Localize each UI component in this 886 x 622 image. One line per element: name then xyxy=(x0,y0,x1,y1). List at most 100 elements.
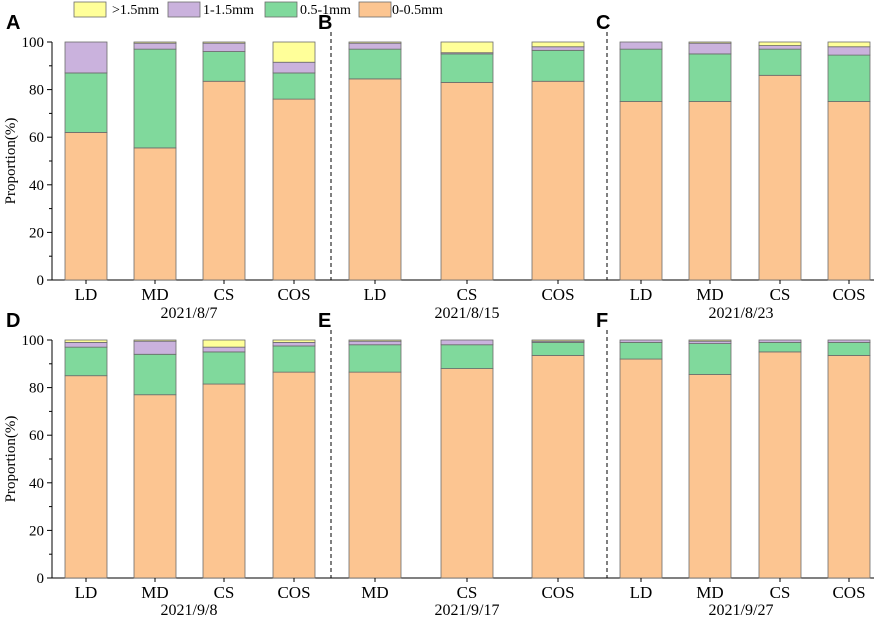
bar-segment-0-5-1mm xyxy=(531,49,585,82)
y-tick-label: 0 xyxy=(37,273,45,289)
y-tick-label: 80 xyxy=(29,83,44,99)
bar-segment-1-1-5mm xyxy=(133,42,177,50)
y-axis-title: Proportion(%) xyxy=(3,416,19,503)
bar-segment-1-1-5mm xyxy=(348,42,402,50)
bar-segment--1-5mm xyxy=(531,339,585,342)
bar-segment-1-1-5mm xyxy=(619,339,663,343)
bar-segment-0-5-1mm xyxy=(440,344,494,369)
y-tick-label: 40 xyxy=(29,476,44,492)
bar-segment-0-5-1mm xyxy=(827,341,871,356)
bar-segment-0-5-1mm xyxy=(348,344,402,373)
x-category-label: COS xyxy=(277,583,310,602)
x-category-label: LD xyxy=(75,285,98,304)
bar-segment--1-5mm xyxy=(202,41,246,44)
bar-segment-0-0-5mm xyxy=(202,383,246,579)
date-label: 2021/8/23 xyxy=(709,305,774,322)
legend-label: >1.5mm xyxy=(112,3,159,18)
bar-segment--1-5mm xyxy=(531,41,585,48)
y-tick-label: 20 xyxy=(29,523,44,539)
x-category-label: LD xyxy=(364,285,387,304)
bar-segment--1-5mm xyxy=(827,41,871,48)
x-category-label: LD xyxy=(630,583,653,602)
bar-segment-1-1-5mm xyxy=(272,341,316,347)
bar-segment--1-5mm xyxy=(133,41,177,44)
bar-segment-0-0-5mm xyxy=(619,358,663,579)
x-category-label: CS xyxy=(457,583,478,602)
x-category-label: COS xyxy=(832,583,865,602)
bar-segment-1-1-5mm xyxy=(64,41,108,74)
bar-segment-0-0-5mm xyxy=(619,101,663,281)
bar-segment-0-5-1mm xyxy=(348,48,402,80)
bar-segment-0-0-5mm xyxy=(348,371,402,579)
legend-label: 0.5-1mm xyxy=(300,3,351,18)
panel-letter-a: A xyxy=(6,12,20,34)
y-tick-label: 20 xyxy=(29,225,44,241)
date-label: 2021/9/8 xyxy=(161,602,218,617)
legend-swatch xyxy=(73,1,107,18)
bar-segment-1-1-5mm xyxy=(758,45,802,50)
legend-swatch xyxy=(167,1,201,18)
x-category-label: CS xyxy=(770,583,791,602)
bar-segment-1-1-5mm xyxy=(758,339,802,343)
panel-letter-e: E xyxy=(318,310,331,332)
y-tick-label: 80 xyxy=(29,381,44,397)
bar-segment-0-0-5mm xyxy=(688,374,732,579)
y-axis-title: Proportion(%) xyxy=(3,118,19,205)
legend-swatch xyxy=(264,1,298,18)
bar-segment-0-0-5mm xyxy=(272,98,316,281)
bar-segment-0-5-1mm xyxy=(64,72,108,133)
bar-segment-0-5-1mm xyxy=(272,345,316,373)
bar-segment--1-5mm xyxy=(440,41,494,54)
bar-segment-0-5-1mm xyxy=(202,351,246,385)
bar-segment-0-0-5mm xyxy=(827,101,871,281)
bar-segment-0-0-5mm xyxy=(202,80,246,281)
y-tick-label: 40 xyxy=(29,178,44,194)
bar-segment-0-0-5mm xyxy=(133,394,177,579)
bar-segment-0-0-5mm xyxy=(688,101,732,281)
bar-segment-0-5-1mm xyxy=(688,343,732,375)
bar-segment--1-5mm xyxy=(202,339,246,348)
x-category-label: MD xyxy=(696,583,723,602)
bar-segment-1-1-5mm xyxy=(619,41,663,50)
bar-segment-0-0-5mm xyxy=(272,371,316,579)
bar-segment--1-5mm xyxy=(64,339,108,343)
bar-segment-0-5-1mm xyxy=(619,341,663,360)
bar-segment-1-1-5mm xyxy=(202,42,246,52)
bar-segment--1-5mm xyxy=(758,41,802,46)
x-category-label: MD xyxy=(696,285,723,304)
bar-segment-0-5-1mm xyxy=(64,346,108,377)
bar-segment-0-5-1mm xyxy=(758,48,802,76)
x-category-label: COS xyxy=(277,285,310,304)
bar-segment-0-0-5mm xyxy=(133,147,177,281)
date-label: 2021/9/27 xyxy=(709,602,774,617)
bar-segment-0-5-1mm xyxy=(619,48,663,102)
y-tick-label: 100 xyxy=(22,333,45,349)
bar-segment-0-0-5mm xyxy=(64,375,108,579)
bar-segment--1-5mm xyxy=(688,339,732,342)
x-category-label: LD xyxy=(75,583,98,602)
bar-segment-1-1-5mm xyxy=(202,346,246,353)
bar-segment--1-5mm xyxy=(348,41,402,44)
panel-letter-c: C xyxy=(596,12,610,34)
x-category-label: CS xyxy=(457,285,478,304)
y-tick-label: 60 xyxy=(29,428,44,444)
bar-segment-1-1-5mm xyxy=(272,61,316,74)
bar-segment-1-1-5mm xyxy=(531,46,585,51)
date-label: 2021/8/15 xyxy=(435,305,500,322)
date-label: 2021/9/17 xyxy=(435,602,500,617)
x-category-label: COS xyxy=(832,285,865,304)
x-category-label: CS xyxy=(214,583,235,602)
panel-letter-f: F xyxy=(596,310,608,332)
bar-segment-0-0-5mm xyxy=(531,80,585,281)
bar-segment-0-0-5mm xyxy=(758,74,802,281)
legend-label: 0-0.5mm xyxy=(392,3,443,18)
bar-segment-0-5-1mm xyxy=(688,53,732,102)
bar-segment--1-5mm xyxy=(348,339,402,342)
bar-segment-1-1-5mm xyxy=(827,46,871,56)
x-category-label: LD xyxy=(630,285,653,304)
bar-segment-0-5-1mm xyxy=(827,54,871,102)
bar-segment-1-1-5mm xyxy=(827,339,871,343)
bar-segment-1-1-5mm xyxy=(688,42,732,55)
date-label: 2021/8/7 xyxy=(161,305,218,322)
